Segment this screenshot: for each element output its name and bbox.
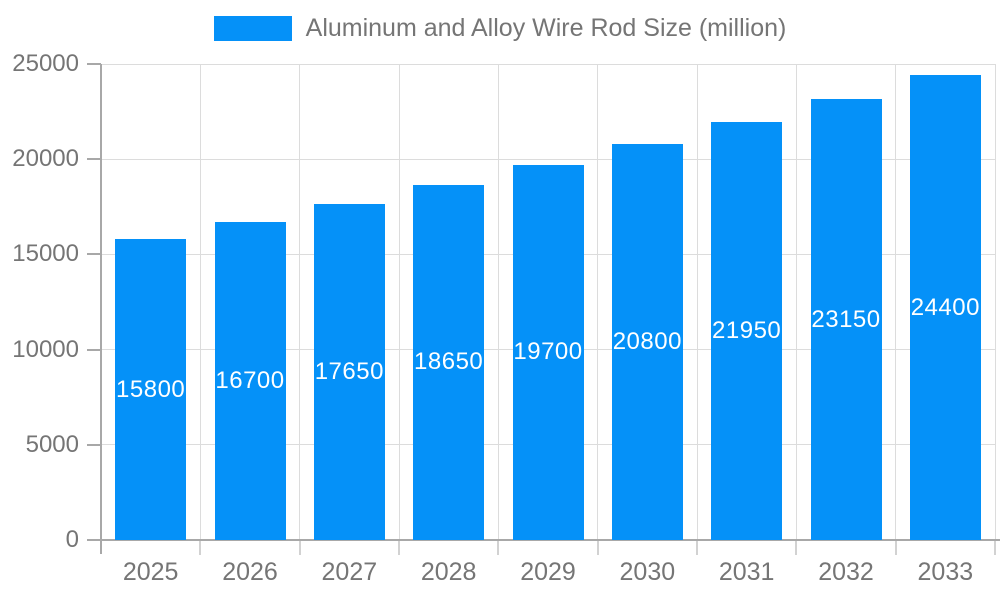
bar-value-label: 23150 — [811, 305, 881, 333]
bar: 15800 — [115, 239, 187, 540]
bar-value-label: 19700 — [513, 338, 583, 366]
y-axis-tick — [87, 158, 101, 161]
x-axis-tick-label: 2033 — [917, 558, 974, 586]
x-axis-tick — [298, 540, 301, 555]
x-axis-line — [88, 539, 1000, 541]
y-axis-tick-label: 20000 — [12, 145, 79, 173]
y-axis-tick — [87, 348, 101, 351]
h-gridline — [101, 158, 995, 160]
legend-swatch-icon[interactable] — [213, 16, 292, 41]
bar-value-label: 16700 — [215, 367, 285, 394]
y-axis-tick-label: 10000 — [12, 335, 79, 363]
v-gridline — [199, 64, 201, 540]
legend: Aluminum and Alloy Wire Rod Size (millio… — [0, 14, 1000, 43]
x-axis-tick — [894, 540, 897, 555]
v-gridline — [497, 64, 499, 540]
x-axis-tick-label: 2032 — [818, 558, 874, 586]
x-axis-tick — [994, 540, 996, 555]
v-gridline — [994, 64, 996, 540]
x-axis-tick — [497, 540, 500, 555]
y-axis-tick-label: 5000 — [25, 430, 79, 458]
bar: 20800 — [611, 143, 683, 540]
bar: 23150 — [810, 99, 882, 540]
x-axis-tick — [795, 540, 798, 555]
y-axis-tick-label: 15000 — [12, 240, 79, 268]
x-axis-tick — [596, 540, 599, 555]
bar: 18650 — [413, 184, 485, 540]
h-gridline — [101, 63, 995, 65]
y-axis-tick — [87, 443, 101, 446]
bar-value-label: 21950 — [712, 317, 782, 345]
x-axis-tick-label: 2028 — [420, 558, 477, 586]
legend-label[interactable]: Aluminum and Alloy Wire Rod Size (millio… — [305, 14, 787, 42]
y-axis-tick-label: 0 — [65, 526, 79, 553]
v-gridline — [895, 64, 897, 540]
x-axis-tick — [398, 540, 400, 555]
bar-value-label: 17650 — [314, 357, 384, 385]
v-gridline — [795, 64, 797, 540]
bar: 17650 — [313, 203, 385, 540]
v-gridline — [696, 64, 698, 540]
y-axis-tick-label: 25000 — [12, 50, 79, 77]
bar-value-label: 24400 — [910, 293, 980, 321]
x-axis-tick-label: 2029 — [520, 558, 576, 586]
x-axis-tick-label: 2025 — [122, 558, 179, 586]
bar: 19700 — [512, 164, 584, 540]
bar-value-label: 18650 — [414, 348, 484, 376]
x-axis-tick-label: 2030 — [619, 558, 676, 586]
bar-value-label: 15800 — [116, 375, 186, 403]
y-axis-line — [100, 64, 102, 554]
bar: 21950 — [711, 122, 783, 540]
bar-value-label: 20800 — [612, 327, 682, 355]
x-axis-tick — [199, 540, 202, 555]
x-axis-tick-label: 2031 — [718, 558, 775, 586]
bar: 16700 — [214, 222, 286, 540]
y-axis-tick — [87, 63, 101, 65]
v-gridline — [299, 64, 301, 540]
v-gridline — [597, 64, 599, 540]
v-gridline — [398, 64, 400, 540]
x-axis-tick — [696, 540, 698, 555]
x-axis-tick-label: 2026 — [222, 558, 278, 586]
x-axis-tick-label: 2027 — [321, 558, 378, 586]
y-axis-tick — [87, 253, 101, 256]
bar: 24400 — [909, 75, 981, 540]
